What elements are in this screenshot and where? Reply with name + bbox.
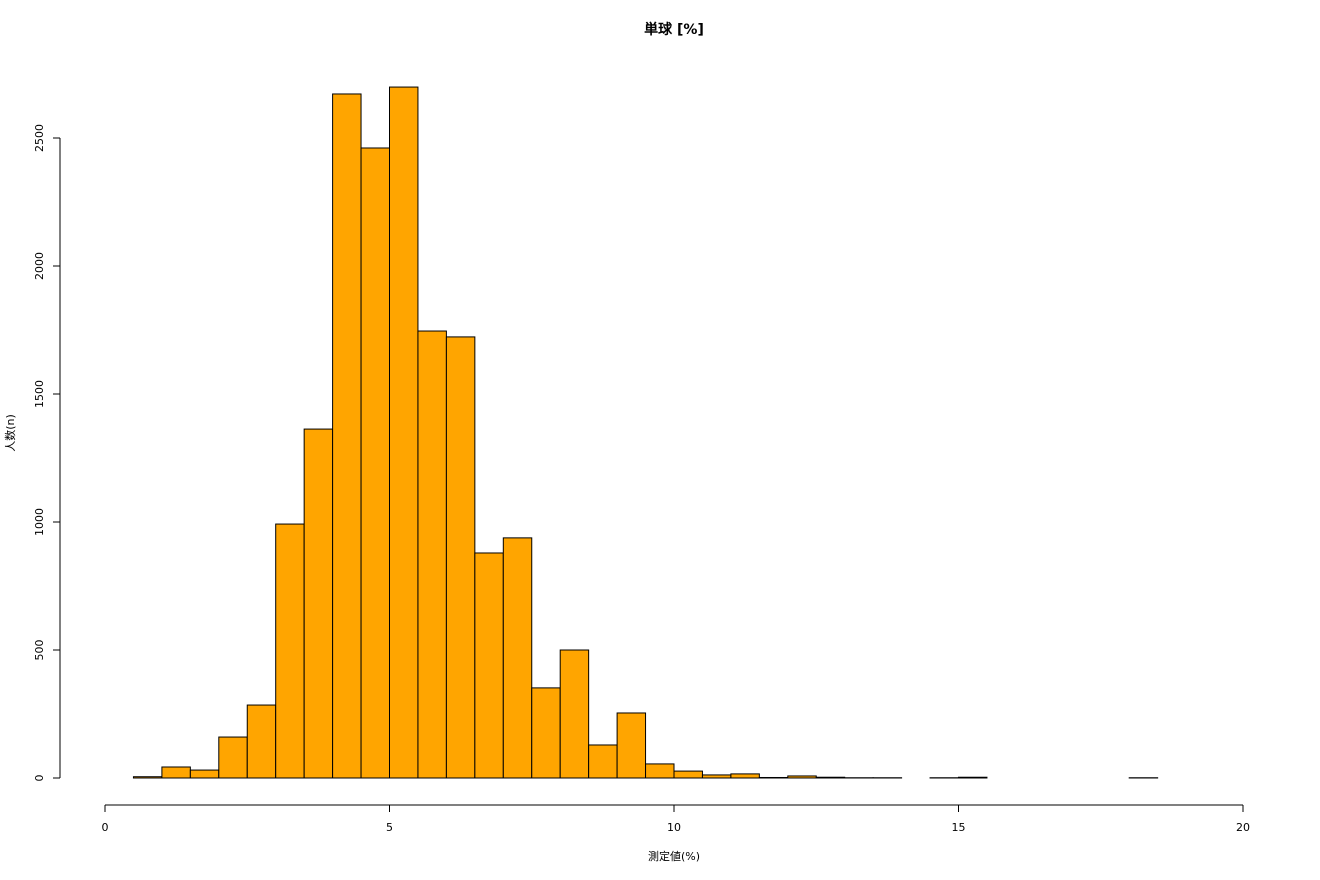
bar [445,336,476,779]
y-axis-label: 人数(n) [4,414,17,452]
bar [645,763,675,779]
y-tick-label: 1500 [33,380,46,408]
x-tick-label: 10 [667,821,681,834]
bar [389,86,419,779]
bar [360,147,390,779]
bar [787,775,817,779]
x-tick-label: 0 [102,821,109,834]
y-tick-label: 2500 [33,124,46,152]
bar [588,744,618,779]
bar [246,704,277,779]
bar [275,523,305,779]
bar [815,776,846,779]
bar [673,770,703,779]
y-tick-label: 2000 [33,252,46,280]
x-tick-label: 20 [1236,821,1250,834]
bar [701,774,732,779]
bar [218,736,248,779]
bar [559,649,590,779]
bar [132,776,163,779]
y-tick-label: 1000 [33,508,46,536]
bar [474,552,504,779]
bar [531,687,561,779]
bar [502,537,533,779]
bar [332,93,362,779]
y-tick-label: 0 [33,775,46,782]
x-tick-label: 5 [386,821,393,834]
bar [303,428,334,779]
bar [758,776,789,779]
bar [417,330,447,779]
bar [161,766,191,779]
bar [189,769,220,779]
x-tick-label: 15 [952,821,966,834]
x-axis-label: 測定値(%) [648,849,700,863]
y-tick-label: 500 [33,640,46,661]
chart-title: 単球 [%] [644,21,704,38]
bar [730,773,760,779]
bar [958,776,988,779]
bar [616,712,647,779]
